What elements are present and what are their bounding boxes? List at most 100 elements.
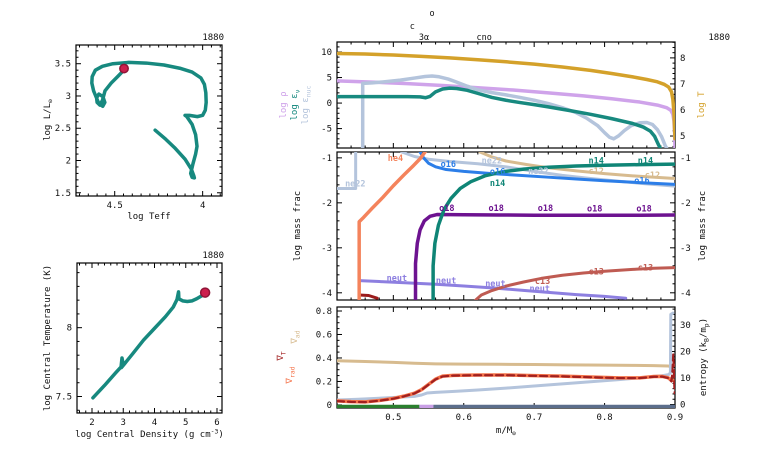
axis-label: log T: [697, 91, 707, 119]
curve-label-neut: neut: [436, 277, 456, 287]
tick-label: 8: [680, 54, 685, 64]
tick-label: 2: [66, 157, 71, 167]
tick-label: 7.5: [56, 392, 72, 402]
axis-label: log εnuc: [301, 86, 312, 125]
curve-label-c12: c12: [588, 167, 603, 177]
curve-label-he4: he4: [388, 154, 403, 164]
axis-label: ∇T: [276, 351, 287, 361]
tick-label: -2: [321, 199, 332, 209]
axis-label: ∇ad: [290, 330, 301, 344]
tick-label: 7: [680, 80, 685, 90]
tick-label: 8: [67, 324, 72, 334]
burn-label-c: c: [410, 22, 415, 32]
tick-label: 5: [327, 74, 332, 84]
tick-label: 0: [327, 99, 332, 109]
tick-label: 0.6: [316, 330, 332, 340]
tick-label: -4: [680, 289, 691, 299]
curve-label-ne22: ne22: [482, 157, 502, 167]
curve-label-neut: neut: [387, 274, 407, 284]
tick-label: -4: [321, 289, 332, 299]
tick-label: 0.5: [385, 413, 401, 423]
curve-label-neut: neut: [530, 284, 550, 294]
tick-label: 0.6: [456, 413, 472, 423]
series-grad-ad: [337, 359, 675, 369]
curve-label-c13: c13: [535, 277, 550, 287]
model-number: 1880: [202, 251, 224, 261]
plot-frame: [75, 44, 223, 197]
tick-label: 2: [89, 418, 94, 428]
axis-label: log L/L⊙: [43, 99, 54, 141]
curve-label-o16: o16: [490, 167, 505, 177]
tick-label: -1: [680, 154, 691, 164]
series-o18: [413, 212, 675, 300]
x-axis-label: log Central Density (g cm-3): [75, 428, 224, 440]
tick-label: -3: [321, 244, 332, 254]
burn-label-cno: cno: [476, 33, 491, 43]
plot-frame: [336, 306, 676, 409]
series-c12: [478, 152, 675, 181]
curve-label-o16: o16: [441, 160, 456, 170]
tick-label: 0.8: [316, 307, 332, 317]
series-neut: [358, 279, 628, 300]
tick-label: 1.5: [55, 189, 71, 199]
curve-label-n14: n14: [490, 179, 505, 189]
tick-label: -2: [680, 199, 691, 209]
current-model-marker: [199, 287, 211, 298]
series-hr-track: [90, 60, 208, 180]
panel-central-trho: 2 3 4 5 6 7.5 8 1880 log Central Density (g cm-3…: [43, 251, 224, 440]
tick-label: 10: [680, 374, 691, 384]
panel-profile-gradients: 0.5 0.6 0.7 0.8 0.9 0 0.2 0.4 0.6 0.8 0 10 20 30 m/M⊙ ∇…: [276, 306, 710, 437]
tick-label: 20: [680, 348, 691, 358]
curve-label-o18: o18: [439, 204, 454, 214]
burn-label-o: o: [430, 9, 435, 19]
series-trho-track: [91, 290, 207, 400]
axis-label: log mass frac: [293, 191, 303, 261]
curve-label-o18: o18: [488, 204, 503, 214]
tick-label: 5: [183, 418, 188, 428]
tick-label: 4.5: [107, 201, 123, 211]
model-number: 1880: [708, 33, 730, 43]
tick-label: 3.5: [55, 60, 71, 70]
tick-label: -3: [680, 244, 691, 254]
curve-label-o18: o18: [538, 204, 553, 214]
axis-label: log mass frac: [698, 191, 708, 261]
panel-profile-abundances: -4 -4 -3 -3 -2 -2 -1 -1 ne22 ne22 ne22 he4 o16 o16 o16…: [293, 151, 708, 301]
axis-label: entropy (kB/mp): [699, 318, 710, 396]
tick-label: 4: [152, 418, 157, 428]
tick-label: 0.2: [316, 377, 332, 387]
curve-label-n14: n14: [588, 157, 603, 167]
tick-label: -5: [321, 125, 332, 135]
tick-label: -1: [321, 154, 332, 164]
axis-label: log ρ: [279, 91, 289, 118]
tick-label: 30: [680, 321, 691, 331]
curve-label-o16: o16: [634, 176, 649, 186]
tick-label: 3: [66, 92, 71, 102]
curve-label-c13: c13: [588, 268, 603, 278]
curve-label-neut: neut: [485, 279, 505, 289]
curve-label-ne22: ne22: [345, 179, 365, 189]
series-log-rho: [337, 79, 675, 148]
current-model-marker: [119, 63, 129, 74]
tick-label: 6: [214, 418, 219, 428]
panel-hr-diagram: 4.5 4 1.5 2 2.5 3 3.5 1880 log Teff log L/L⊙: [43, 33, 224, 222]
tick-label: 0: [680, 401, 685, 411]
tick-label: 6: [680, 106, 685, 116]
curve-label-c12: c12: [645, 171, 660, 181]
series-c13-stub: [357, 293, 379, 300]
x-axis-label: log Teff: [127, 212, 170, 222]
curve-label-n14: n14: [638, 157, 653, 167]
curve-label-ne22: ne22: [528, 167, 548, 177]
series-log-eps-nuc: [360, 74, 669, 148]
tick-label: 3: [121, 418, 126, 428]
series-c13: [474, 266, 675, 300]
axis-label: ∇rad: [285, 366, 296, 384]
curve-label-o18: o18: [636, 205, 651, 215]
series-n14: [431, 162, 675, 300]
curve-label-o18: o18: [587, 205, 602, 215]
burn-label-3α: 3α: [419, 33, 429, 43]
series-grad-T: [337, 353, 675, 404]
tick-label: 10: [321, 48, 332, 58]
